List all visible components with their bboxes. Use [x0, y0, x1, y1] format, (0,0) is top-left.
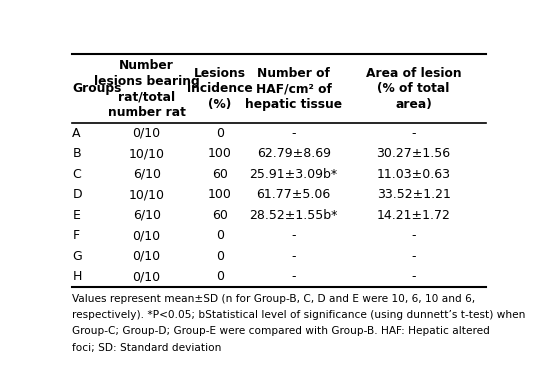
Text: 0/10: 0/10 [132, 229, 161, 242]
Text: respectively). *P<0.05; bStatistical level of significance (using dunnett’s t-te: respectively). *P<0.05; bStatistical lev… [72, 310, 526, 320]
Text: A: A [72, 127, 81, 140]
Text: Group-C; Group-D; Group-E were compared with Group-B. HAF: Hepatic altered: Group-C; Group-D; Group-E were compared … [72, 326, 490, 337]
Text: Groups: Groups [72, 82, 122, 95]
Text: foci; SD: Standard deviation: foci; SD: Standard deviation [72, 343, 222, 353]
Text: 14.21±1.72: 14.21±1.72 [377, 209, 451, 222]
Text: F: F [72, 229, 80, 242]
Text: 10/10: 10/10 [129, 188, 165, 201]
Text: 0: 0 [216, 250, 224, 263]
Text: G: G [72, 250, 82, 263]
Text: 6/10: 6/10 [132, 209, 161, 222]
Text: E: E [72, 209, 80, 222]
Text: H: H [72, 270, 82, 283]
Text: 0/10: 0/10 [132, 250, 161, 263]
Text: D: D [72, 188, 82, 201]
Text: Area of lesion
(% of total
area): Area of lesion (% of total area) [366, 67, 462, 111]
Text: -: - [292, 127, 296, 140]
Text: 100: 100 [208, 147, 232, 160]
Text: 6/10: 6/10 [132, 168, 161, 181]
Text: -: - [411, 250, 416, 263]
Text: 33.52±1.21: 33.52±1.21 [377, 188, 451, 201]
Text: 28.52±1.55b*: 28.52±1.55b* [250, 209, 338, 222]
Text: 10/10: 10/10 [129, 147, 165, 160]
Text: 0/10: 0/10 [132, 270, 161, 283]
Text: Values represent mean±SD (n for Group-B, C, D and E were 10, 6, 10 and 6,: Values represent mean±SD (n for Group-B,… [72, 294, 475, 304]
Text: 0: 0 [216, 270, 224, 283]
Text: -: - [411, 270, 416, 283]
Text: 61.77±5.06: 61.77±5.06 [257, 188, 331, 201]
Text: -: - [292, 270, 296, 283]
Text: 11.03±0.63: 11.03±0.63 [377, 168, 451, 181]
Text: -: - [411, 229, 416, 242]
Text: 30.27±1.56: 30.27±1.56 [377, 147, 451, 160]
Text: B: B [72, 147, 81, 160]
Text: C: C [72, 168, 81, 181]
Text: 100: 100 [208, 188, 232, 201]
Text: 62.79±8.69: 62.79±8.69 [257, 147, 331, 160]
Text: -: - [292, 229, 296, 242]
Text: Number of
HAF/cm² of
hepatic tissue: Number of HAF/cm² of hepatic tissue [245, 67, 342, 111]
Text: 60: 60 [212, 168, 228, 181]
Text: Lesions
incidence
(%): Lesions incidence (%) [187, 67, 253, 111]
Text: 0/10: 0/10 [132, 127, 161, 140]
Text: 0: 0 [216, 229, 224, 242]
Text: 25.91±3.09b*: 25.91±3.09b* [250, 168, 338, 181]
Text: 60: 60 [212, 209, 228, 222]
Text: -: - [411, 127, 416, 140]
Text: Number
lesions bearing
rat/total
number rat: Number lesions bearing rat/total number … [94, 59, 199, 119]
Text: -: - [292, 250, 296, 263]
Text: 0: 0 [216, 127, 224, 140]
